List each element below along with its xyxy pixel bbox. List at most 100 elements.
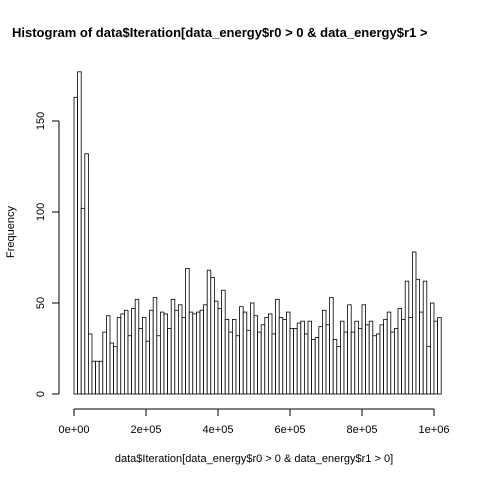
histogram-bar	[159, 311, 165, 395]
histogram-bar	[149, 309, 154, 395]
histogram-bar	[375, 333, 381, 395]
histogram-bar	[271, 333, 276, 395]
histogram-bar	[282, 318, 287, 395]
histogram-bar	[152, 297, 158, 395]
y-tick-label: 50	[35, 297, 47, 309]
histogram-bar	[181, 317, 186, 395]
histogram-bar	[379, 324, 384, 395]
histogram-bar	[264, 317, 269, 395]
histogram-bar	[210, 277, 215, 395]
histogram-bar	[300, 320, 305, 395]
histogram-bar	[156, 335, 161, 395]
histogram-bar	[134, 298, 140, 395]
histogram-bar	[289, 328, 294, 395]
histogram-bar	[242, 311, 248, 395]
histogram-bar	[397, 308, 402, 395]
y-tick-label: 0	[35, 391, 47, 397]
histogram-bar	[354, 320, 359, 395]
x-tick-label: 4e+05	[203, 424, 234, 436]
histogram-bar	[120, 313, 125, 395]
histogram-bar	[278, 317, 284, 395]
histogram-bar	[185, 267, 190, 395]
x-tick-label: 1e+06	[419, 424, 450, 436]
histogram-bar	[350, 331, 356, 395]
histogram-bar	[419, 311, 424, 395]
x-axis: 0e+00 2e+05 4e+05 6e+05 8e+05 1e+06	[59, 408, 450, 436]
histogram-bar	[307, 320, 312, 395]
histogram-bar	[246, 329, 251, 395]
histogram-bar	[311, 338, 316, 395]
histogram-bar	[386, 311, 392, 395]
histogram-bar	[195, 311, 201, 395]
histogram-bar	[231, 318, 237, 395]
histogram-bar	[426, 346, 431, 395]
histogram-bar	[318, 326, 323, 395]
histogram-bar	[390, 331, 395, 395]
histogram-bar	[109, 342, 114, 395]
histogram-bar	[116, 317, 122, 395]
histogram-bar	[224, 318, 230, 395]
histogram-bar	[401, 318, 406, 395]
histogram-bar	[77, 71, 82, 395]
histogram-bar	[314, 337, 320, 395]
histogram-bar	[174, 309, 179, 395]
histogram-bar	[127, 335, 132, 395]
histogram-bar	[102, 331, 107, 395]
histogram-bar	[411, 251, 417, 395]
histogram-bar	[365, 324, 370, 395]
histogram-bar	[415, 278, 420, 395]
histogram-bar	[73, 96, 78, 395]
histogram-bar	[368, 320, 374, 395]
histogram-bar	[267, 313, 273, 395]
x-tick-label: 8e+05	[347, 424, 378, 436]
histogram-bar	[393, 328, 399, 395]
histogram-bar	[343, 331, 348, 395]
chart-title: Histogram of data$Iteration[data_energy$…	[12, 25, 428, 40]
histogram-bar	[408, 317, 413, 395]
histogram-bar	[203, 304, 208, 395]
histogram-bar	[213, 300, 219, 395]
histogram-bar	[91, 360, 96, 395]
histogram-bar	[145, 340, 150, 395]
histogram-bar	[257, 331, 262, 395]
histogram-bar	[429, 302, 435, 395]
histogram-bar	[285, 311, 291, 395]
x-axis-label: data$Iteration[data_energy$r0 > 0 & data…	[115, 453, 393, 465]
x-tick-label: 6e+05	[275, 424, 306, 436]
y-axis-label: Frequency	[5, 206, 17, 258]
histogram-bar	[422, 280, 428, 395]
histogram-bar	[303, 333, 309, 395]
y-tick-label: 150	[35, 112, 47, 130]
histogram-bar	[221, 289, 226, 395]
x-tick-label: 0e+00	[59, 424, 90, 436]
histogram-bar	[329, 297, 334, 395]
histogram-bar	[167, 328, 172, 395]
y-tick-label: 100	[35, 203, 47, 221]
x-tick-label: 2e+05	[131, 424, 162, 436]
histogram-bar	[163, 313, 168, 395]
histogram-bar	[217, 308, 222, 395]
histogram-bar	[433, 320, 438, 395]
histogram-bar	[199, 309, 204, 395]
histogram-bars	[73, 71, 442, 395]
histogram-bar	[296, 322, 302, 395]
histogram-bar	[239, 306, 244, 395]
histogram-bar	[84, 153, 89, 395]
histogram-bar	[235, 335, 240, 395]
histogram-bar	[106, 315, 111, 395]
histogram-bar	[293, 328, 298, 395]
histogram-bar	[321, 309, 327, 395]
histogram-bar	[361, 304, 366, 395]
histogram-bar	[124, 309, 129, 395]
histogram-bar	[332, 338, 338, 395]
histogram-bar	[249, 302, 255, 395]
histogram-bar	[138, 328, 143, 395]
histogram-bar	[357, 328, 363, 395]
histogram-bar	[228, 331, 233, 395]
histogram-bar	[275, 298, 280, 395]
histogram-bar	[192, 313, 197, 395]
histogram-bar	[88, 333, 93, 395]
histogram-bar	[95, 360, 100, 395]
histogram-bar	[260, 324, 266, 395]
y-axis: 0 50 100 150	[35, 112, 60, 397]
